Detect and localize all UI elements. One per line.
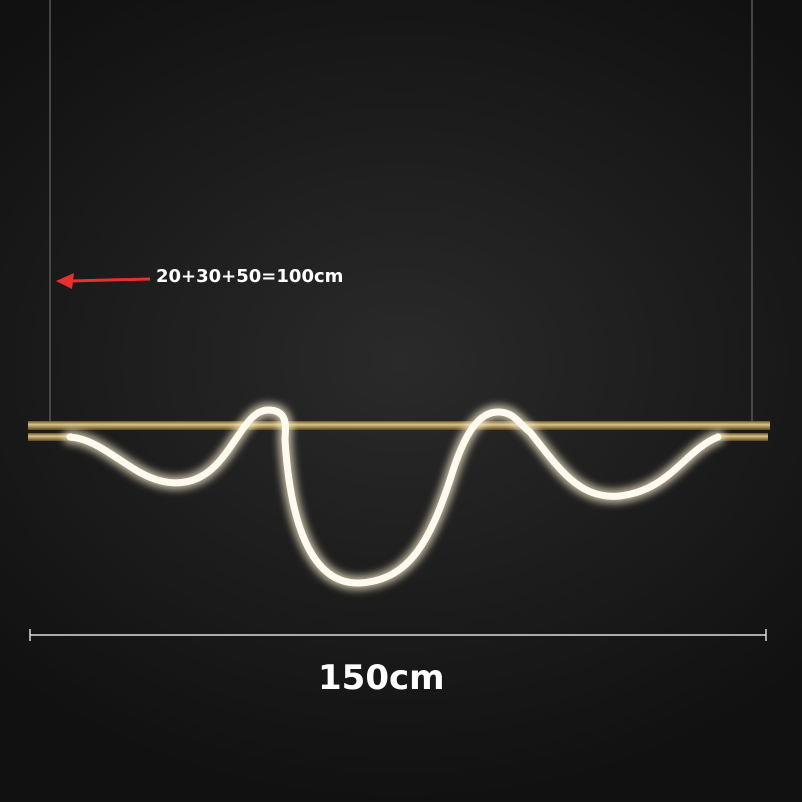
brass-bar (28, 421, 770, 430)
end-cap-left (28, 433, 72, 441)
red-arrow-icon (56, 273, 151, 289)
end-cap-right (716, 433, 768, 441)
width-dimension-line (29, 629, 767, 641)
led-tube (63, 402, 725, 591)
drop-length-label: 20+30+50=100cm (156, 266, 344, 287)
width-label: 150cm (318, 658, 445, 698)
